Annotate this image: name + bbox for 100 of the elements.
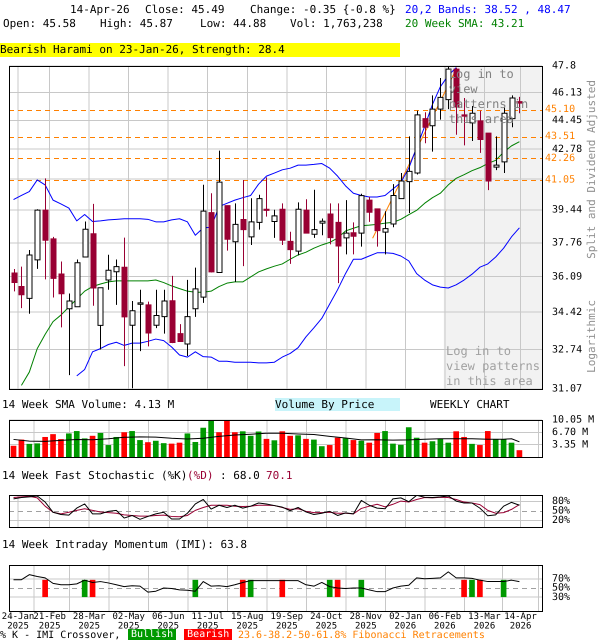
y-tick-label: 42.78 (552, 144, 582, 155)
bar (366, 442, 372, 457)
y-axis-title: Split and Dividend Adjusted (585, 80, 598, 259)
y-tick-label: 6.70 M (552, 426, 588, 438)
ref-line-label: 42.26 (545, 152, 576, 164)
bar (326, 445, 333, 457)
bar (398, 444, 404, 457)
bar (168, 444, 174, 457)
bar (508, 442, 514, 457)
bar (200, 428, 206, 457)
y-tick-label: 36.09 (552, 271, 582, 282)
y-tick-label: 10.05 M (552, 414, 594, 426)
text: Close: 45.49 (145, 3, 224, 17)
bar (208, 420, 214, 457)
bar (256, 432, 262, 457)
x-tick-label: 14-Apr 2026 (504, 612, 538, 632)
y-tick-label: 50% (552, 582, 570, 594)
bar (176, 442, 182, 457)
x-tick-label: 21-Feb 2025 (33, 612, 66, 632)
bar (318, 446, 325, 457)
text: 14 Week Intraday Momentum (IMI): 63.8 (2, 538, 248, 551)
bar (90, 436, 96, 457)
bar (121, 432, 128, 457)
bar (406, 427, 412, 457)
bar (160, 443, 167, 457)
y-tick-label: 32.74 (552, 344, 582, 356)
bar (240, 431, 246, 457)
text: : 68.0 (220, 469, 260, 482)
x-tick-label: 15-Aug 2025 (231, 612, 264, 632)
bar (113, 436, 120, 457)
text: 14 Week SMA Volume: 4.13 M (2, 398, 174, 411)
text: 70.1 (266, 469, 292, 482)
x-tick-label: 19-Sep 2025 (270, 612, 304, 632)
bar (50, 434, 56, 457)
bar (500, 439, 506, 457)
text: 14 Week Fast Stochastic (%K) (2, 469, 188, 482)
text: WEEKLY CHART (430, 398, 510, 411)
bar (10, 446, 16, 457)
bar (74, 431, 80, 457)
ref-line-label: 43.51 (545, 131, 576, 142)
x-tick-label: 24-Oct 2025 (310, 612, 343, 632)
bar (390, 444, 396, 457)
bar (152, 440, 159, 457)
bar (477, 445, 483, 457)
bar (453, 431, 460, 457)
bar (303, 438, 309, 457)
text: 14-Apr-26 (70, 3, 130, 17)
bar (492, 439, 499, 457)
text: 23.6-38.2-50-61.8% Fibonacci Retracements (238, 629, 485, 640)
text: Low: 44.88 (200, 17, 266, 31)
bar (232, 432, 238, 457)
ref-line-label: 41.05 (545, 174, 576, 186)
bar (279, 431, 286, 457)
bar (145, 442, 151, 457)
bar (18, 440, 24, 457)
text: Vol: 1,763,238 (290, 17, 383, 31)
bar (26, 444, 32, 457)
bar (82, 438, 88, 457)
bar (137, 440, 143, 457)
annotation: Log in to view patterns in this area (446, 344, 540, 389)
x-tick-label: 13-Mar 2026 (468, 612, 502, 632)
y-tick-label: 70% (552, 573, 570, 584)
bar (469, 444, 475, 457)
text: High: 45.87 (100, 17, 173, 31)
bar (98, 432, 104, 457)
x-tick-label: 06-Feb 2026 (428, 612, 462, 632)
y-tick-label: 44.45 (552, 115, 582, 126)
bar (264, 438, 270, 457)
bar (272, 440, 278, 457)
bar (66, 433, 72, 457)
bar (129, 431, 135, 457)
bar (58, 439, 64, 457)
bar (42, 436, 48, 457)
bar (184, 433, 190, 457)
bar (430, 441, 436, 457)
bar (106, 445, 112, 457)
y-tick-label: 46.13 (552, 87, 582, 98)
bar (248, 436, 254, 457)
bar (295, 435, 301, 457)
text: 20,2 Bands: 38.52 , 48.47 (405, 3, 571, 17)
bar (461, 436, 467, 457)
bar (358, 440, 364, 457)
bar (374, 432, 380, 457)
ref-line-label: 45.10 (545, 104, 576, 116)
y-tick-label: 30% (552, 592, 570, 603)
bar (350, 440, 356, 457)
bar (334, 438, 340, 457)
bar (216, 432, 222, 457)
x-tick-label: 24-Jan 2025 (2, 612, 34, 632)
bar (287, 436, 294, 457)
bar (516, 450, 522, 457)
bar (34, 443, 40, 457)
y-tick-label: 34.42 (552, 306, 582, 318)
text: Volume By Price (275, 398, 400, 411)
text: % K - IMI Crossover, (0, 629, 120, 640)
y-tick-label: 31.07 (552, 384, 582, 395)
y-tick-label: 80% (552, 496, 570, 507)
y-tick-label: 37.76 (552, 237, 582, 248)
bar (311, 440, 317, 457)
text: Change: -0.35 {-0.8 %} (250, 3, 396, 17)
